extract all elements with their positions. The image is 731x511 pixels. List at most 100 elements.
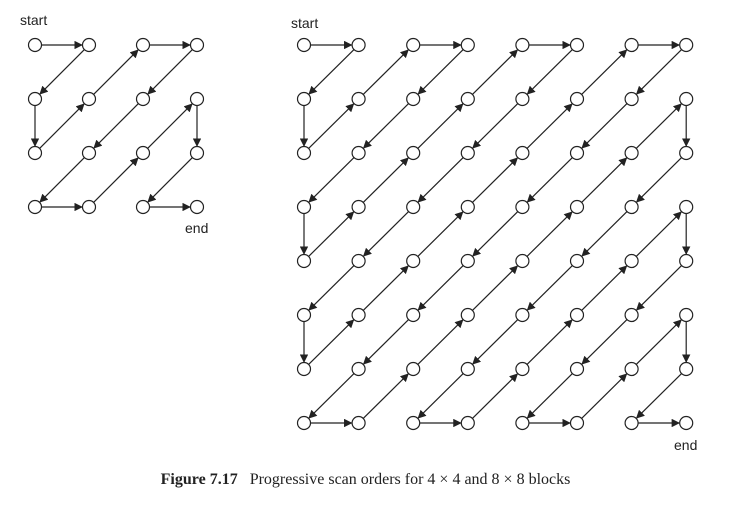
scan-arrow <box>147 157 193 203</box>
grid-node <box>460 361 475 377</box>
grid-node <box>406 37 421 53</box>
scan-arrow <box>308 157 355 203</box>
grid-node <box>189 91 205 107</box>
grid-node <box>189 37 205 53</box>
scan-arrow <box>417 103 464 149</box>
grid-node <box>460 37 475 53</box>
grid-node <box>569 415 585 431</box>
scan-arrow <box>472 211 519 257</box>
grid-node <box>460 199 475 215</box>
grid-node <box>460 145 475 161</box>
scan-arrow <box>526 103 573 149</box>
grid-node <box>351 91 366 107</box>
scan-arrow <box>308 103 355 149</box>
grid-node <box>569 91 585 107</box>
grid-node <box>679 253 694 269</box>
grid-node <box>569 307 585 323</box>
grid-node <box>624 307 639 323</box>
grid-node <box>679 199 694 215</box>
scan-arrow <box>417 49 464 95</box>
grid-node <box>135 199 151 215</box>
grid-node <box>81 37 97 53</box>
scan-arrow <box>417 211 464 257</box>
grid-node <box>624 361 639 377</box>
grid-node <box>351 307 366 323</box>
scan-arrow <box>308 265 355 311</box>
grid-node <box>624 253 639 269</box>
scan-arrow <box>471 157 519 203</box>
scan-arrow <box>581 211 628 257</box>
grid-node <box>679 415 694 431</box>
scan-arrow <box>147 103 193 149</box>
grid-node <box>515 361 530 377</box>
grid-node <box>515 199 530 215</box>
grid-node <box>515 415 530 431</box>
scan-arrow <box>362 319 410 365</box>
grid-node <box>406 415 421 431</box>
grid-node <box>515 145 530 161</box>
grid-node <box>81 145 97 161</box>
grid-node <box>679 91 694 107</box>
scan-arrow <box>362 265 409 311</box>
grid-node <box>679 145 694 161</box>
scan-arrow <box>635 373 683 419</box>
scan-arrow <box>526 211 573 257</box>
scan-arrow <box>581 103 628 149</box>
scan-arrow <box>417 157 464 203</box>
scan-arrow <box>472 319 519 365</box>
scan-arrow <box>526 157 573 203</box>
scan-arrow <box>635 319 682 365</box>
grid-node <box>406 199 421 215</box>
grid-node <box>27 91 43 107</box>
grid-node <box>296 415 312 431</box>
grid-node <box>406 361 421 377</box>
grid-node <box>624 415 639 431</box>
scan-arrow <box>581 319 628 365</box>
scan-arrow <box>93 49 139 95</box>
grid-node <box>296 91 312 107</box>
scan-arrow <box>635 49 683 95</box>
grid-node <box>624 199 639 215</box>
large-start-label: start <box>291 15 319 31</box>
small-4x4-diagram <box>27 37 205 215</box>
grid-node <box>351 361 366 377</box>
scan-arrow <box>362 157 409 203</box>
grid-node <box>406 307 421 323</box>
grid-node <box>27 199 43 215</box>
grid-node <box>624 91 639 107</box>
scan-arrow <box>93 103 139 149</box>
grid-node <box>296 361 312 377</box>
figure-caption: Figure 7.17 Progressive scan orders for … <box>0 471 731 489</box>
grid-node <box>569 199 585 215</box>
grid-node <box>296 307 312 323</box>
large-end-label: end <box>674 437 698 453</box>
figure-number: Figure 7.17 <box>160 471 238 488</box>
grid-node <box>515 37 530 53</box>
scan-arrow <box>526 265 573 311</box>
scan-arrow <box>417 373 464 419</box>
grid-node <box>135 91 151 107</box>
grid-node <box>406 253 421 269</box>
scan-arrow <box>471 49 519 95</box>
grid-node <box>296 199 312 215</box>
large-8x8-diagram <box>296 37 694 431</box>
grid-node <box>569 253 585 269</box>
scan-arrow <box>526 319 573 365</box>
grid-node <box>624 145 639 161</box>
grid-node <box>679 307 694 323</box>
scan-arrow <box>93 157 139 203</box>
grid-node <box>296 145 312 161</box>
grid-node <box>81 199 97 215</box>
grid-node <box>27 145 43 161</box>
grid-node <box>515 91 530 107</box>
scan-arrow <box>635 211 682 257</box>
grid-node <box>569 361 585 377</box>
grid-node <box>460 253 475 269</box>
grid-node <box>406 91 421 107</box>
scan-arrow <box>526 49 573 95</box>
scan-arrow <box>471 265 519 311</box>
scan-arrow <box>362 103 410 149</box>
grid-node <box>460 307 475 323</box>
small-start-label: start <box>20 12 48 28</box>
